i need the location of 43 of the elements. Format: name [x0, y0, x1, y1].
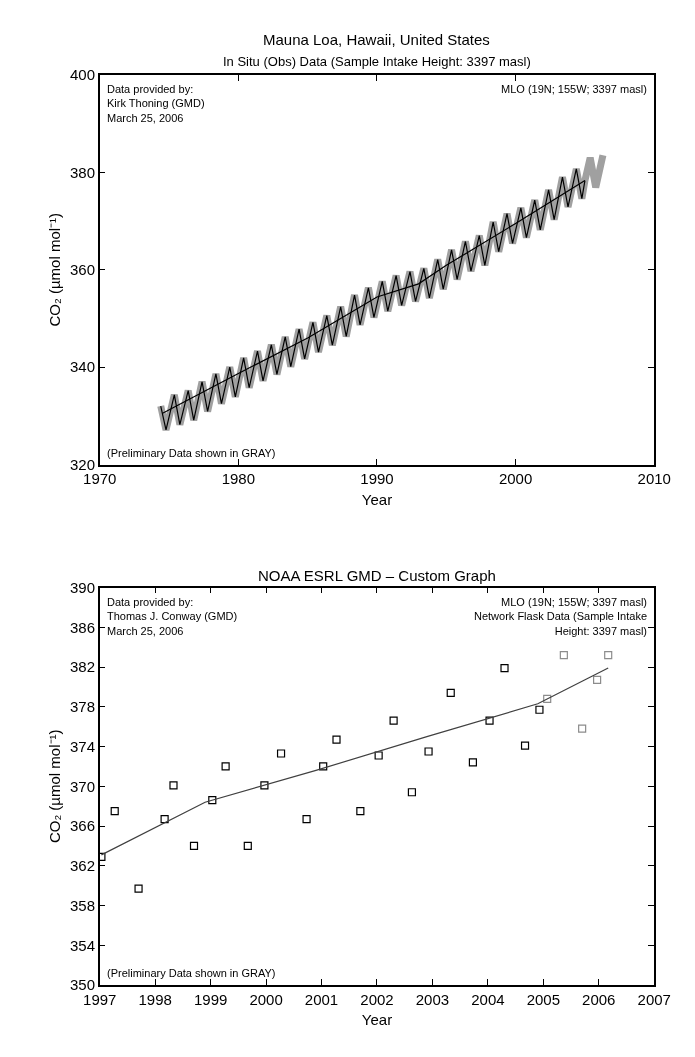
annotation: MLO (19N; 155W; 3397 masl) Network Flask Data (Sample Intake Height: 3397 masl): [474, 596, 648, 637]
y-axis-title: CO₂ (µmol mol⁻¹): [45, 729, 63, 844]
y-tick-label: 386: [69, 618, 95, 636]
x-tick-label: 2000: [498, 470, 533, 488]
annotation: Data provided by: Kirk Thoning (GMD) March 25, 2006: [107, 83, 205, 124]
x-tick-label: 2006: [582, 990, 616, 1008]
annotation: (Preliminary Data shown in GRAY): [107, 967, 276, 979]
x-tick-label: 1970: [83, 470, 117, 488]
y-tick-label: 374: [69, 737, 95, 755]
y-tick-label: 370: [69, 777, 95, 795]
y-tick-label: 354: [69, 936, 95, 954]
chart-subtitle: In Situ (Obs) Data (Sample Intake Height: 3397 masl): [223, 54, 531, 69]
y-tick-label: 382: [69, 658, 95, 676]
y-tick-label: 390: [69, 578, 95, 596]
x-tick-label: 2007: [637, 990, 671, 1008]
y-tick-label: 340: [69, 358, 95, 376]
x-tick-label: 2001: [304, 990, 339, 1008]
y-tick-label: 366: [69, 817, 95, 835]
x-tick-label: 2003: [415, 990, 450, 1008]
y-tick-label: 378: [69, 698, 95, 716]
chart-title: Mauna Loa, Hawaii, United States: [263, 31, 490, 48]
annotation: Data provided by: Thomas J. Conway (GMD) March 25, 2006: [107, 596, 238, 637]
chart-title: NOAA ESRL GMD – Custom Graph: [258, 567, 496, 584]
x-axis-title: Year: [361, 490, 393, 508]
x-tick-label: 2010: [637, 470, 671, 488]
y-tick-label: 360: [69, 260, 95, 278]
annotation: (Preliminary Data shown in GRAY): [107, 447, 276, 459]
x-tick-label: 1999: [193, 990, 228, 1008]
y-tick-label: 320: [69, 455, 95, 473]
x-tick-label: 2004: [471, 990, 505, 1008]
annotation: MLO (19N; 155W; 3397 masl): [501, 83, 647, 95]
y-tick-label: 362: [69, 857, 95, 875]
x-tick-label: 1998: [138, 990, 172, 1008]
x-tick-label: 1990: [360, 470, 394, 488]
x-axis-title: Year: [361, 1011, 393, 1029]
x-tick-label: 1980: [221, 470, 256, 488]
x-tick-label: 2000: [249, 990, 283, 1008]
y-tick-label: 358: [69, 896, 95, 914]
x-tick-label: 2002: [360, 990, 394, 1008]
y-tick-label: 380: [69, 163, 95, 181]
x-tick-label: 2005: [526, 990, 561, 1008]
y-axis-title: CO₂ (µmol mol⁻¹): [45, 212, 63, 327]
y-tick-label: 400: [69, 66, 95, 84]
